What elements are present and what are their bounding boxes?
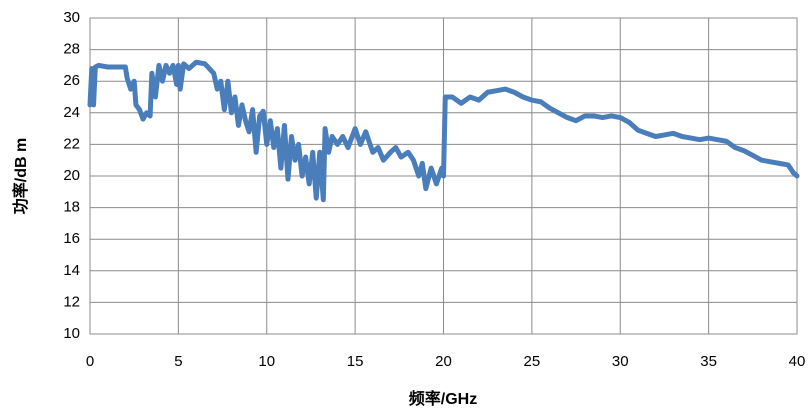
y-tick-label: 30 bbox=[63, 9, 80, 26]
y-tick-label: 12 bbox=[63, 293, 80, 310]
y-tick-label: 22 bbox=[63, 135, 80, 152]
y-tick-label: 20 bbox=[63, 167, 80, 184]
x-tick-label: 40 bbox=[789, 353, 806, 370]
y-tick-label: 18 bbox=[63, 199, 80, 216]
y-tick-label: 16 bbox=[63, 230, 80, 247]
x-tick-label: 30 bbox=[612, 353, 629, 370]
y-tick-label: 14 bbox=[63, 262, 80, 279]
x-tick-label: 25 bbox=[524, 353, 541, 370]
y-axis-title: 功率/dB m bbox=[11, 138, 30, 214]
x-tick-label: 10 bbox=[258, 353, 275, 370]
y-tick-label: 10 bbox=[63, 325, 80, 342]
y-tick-label: 24 bbox=[63, 104, 80, 121]
y-tick-label: 28 bbox=[63, 41, 80, 58]
y-tick-label: 26 bbox=[63, 72, 80, 89]
x-tick-label: 20 bbox=[435, 353, 452, 370]
x-axis-title: 频率/GHz bbox=[409, 389, 477, 408]
x-tick-label: 35 bbox=[700, 353, 717, 370]
data-line bbox=[87, 59, 800, 203]
x-tick-label: 5 bbox=[174, 353, 182, 370]
x-tick-label: 0 bbox=[86, 353, 94, 370]
x-tick-label: 15 bbox=[347, 353, 364, 370]
